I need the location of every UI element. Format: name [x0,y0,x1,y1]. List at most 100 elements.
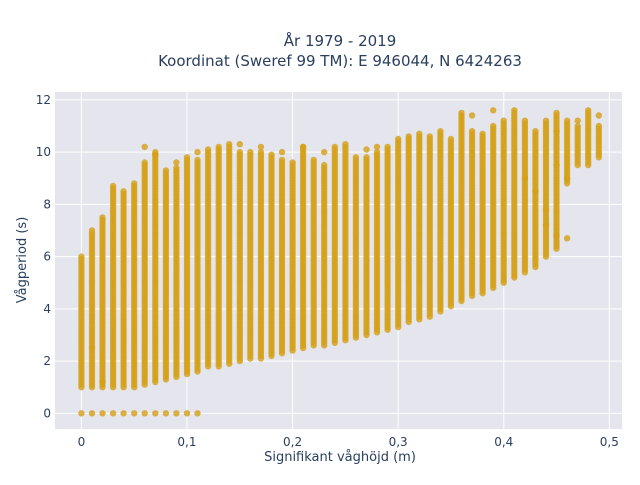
y-axis-title: Vågperiod (s) [15,217,30,304]
data-point [521,117,529,124]
x-tick-label: 0,3 [389,435,408,449]
x-tick-label: 0,4 [494,435,513,449]
x-tick-label: 0,2 [283,435,302,449]
data-point [395,135,402,143]
data-point [384,143,391,151]
data-point [162,167,170,174]
data-point [500,117,507,124]
data-point [88,410,96,417]
data-point [268,151,275,158]
x-tick-label: 0,5 [600,435,619,449]
y-tick-label: 12 [36,93,51,107]
data-point [141,410,148,417]
data-point [447,135,455,143]
data-point [78,253,85,260]
data-point [331,143,338,151]
data-point [574,122,581,130]
y-tick-label: 4 [43,302,51,316]
data-point [299,143,307,151]
data-point [173,164,180,171]
data-point [78,410,85,417]
data-point [532,128,539,135]
data-point [342,141,349,148]
data-point [553,128,560,135]
y-tick-label: 8 [43,197,51,211]
data-point [437,128,444,135]
data-point [563,175,571,182]
x-tick-label: 0,1 [177,435,196,449]
data-point [120,188,127,195]
data-point [88,227,96,234]
data-point [99,378,106,386]
data-point [162,410,170,417]
data-point [532,188,539,195]
data-point [553,232,560,239]
data-point [109,410,117,417]
y-tick-label: 10 [36,145,51,159]
data-point [585,107,592,114]
data-point [542,206,550,213]
x-tick-label: 0 [78,435,86,449]
chart-title-line1: År 1979 - 2019 [284,31,397,50]
data-point [109,182,117,190]
data-point [310,156,317,164]
data-point [363,154,370,161]
x-axis-title: Signifikant våghöjd (m) [264,450,416,465]
data-point [553,109,560,117]
data-point [511,107,518,114]
data-point [141,143,148,151]
data-point [173,159,180,166]
data-point [490,107,497,114]
data-point [152,410,159,417]
data-point [99,410,106,417]
data-point [278,148,286,156]
data-points [78,107,602,417]
data-point [120,410,127,417]
y-tick-label: 6 [43,250,51,264]
data-point [236,141,243,148]
data-point [278,156,286,164]
data-point [194,410,201,417]
data-point [183,154,191,161]
data-point [553,161,560,169]
data-point [183,410,191,417]
data-point [226,141,233,148]
data-point [215,143,222,151]
data-point [131,410,138,417]
data-point [373,143,381,151]
data-point [194,148,201,156]
data-point [468,128,476,135]
data-point [236,148,243,156]
y-tick-labels: 0 2 4 6 8 10 12 [36,93,51,420]
data-point [468,112,476,119]
data-point [426,133,433,140]
data-point [352,154,360,161]
data-point [595,112,602,119]
data-point [479,130,486,137]
data-point [152,151,159,158]
data-point [405,133,412,140]
y-tick-label: 0 [43,406,51,420]
data-point [563,235,571,242]
data-point [574,117,581,124]
chart-title-line2: Koordinat (Sweref 99 TM): E 946044, N 64… [158,52,522,70]
data-point [321,161,328,169]
data-point [458,109,465,117]
data-point [416,130,423,137]
data-point [257,143,265,151]
data-point [563,117,571,124]
data-point [247,148,254,156]
data-point [88,344,96,352]
data-point [542,117,550,124]
data-point [194,156,201,164]
data-point [490,122,497,130]
data-point [141,159,148,166]
data-point [289,159,296,166]
data-point [595,122,602,130]
data-point [542,222,550,229]
x-tick-labels: 0 0,1 0,2 0,3 0,4 0,5 [78,435,619,449]
data-point [373,148,381,156]
data-point [257,148,265,156]
